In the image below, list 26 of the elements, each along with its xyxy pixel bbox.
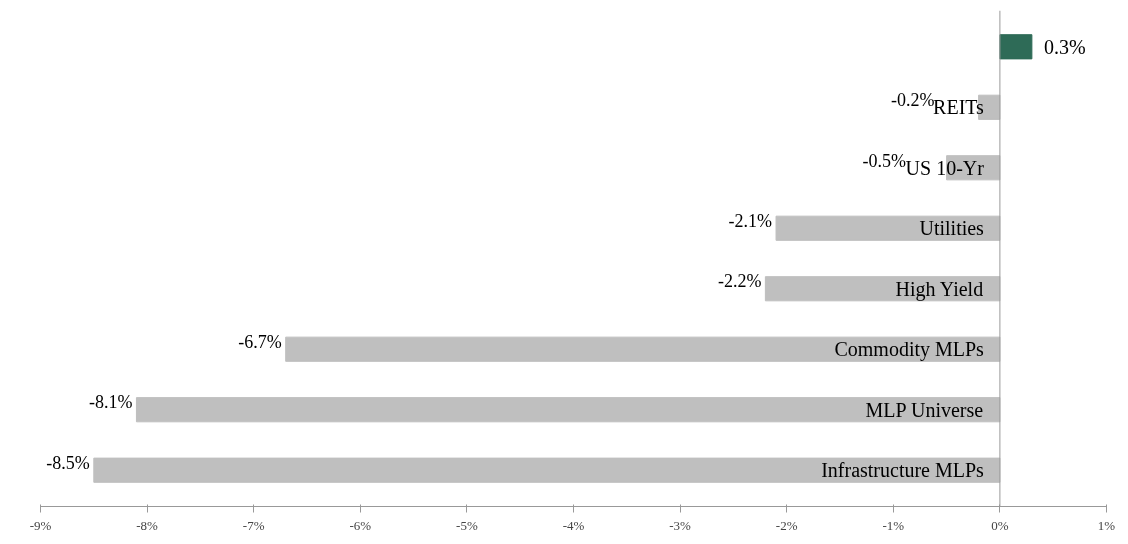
y-tick-label: Commodity MLPs [834,338,985,362]
x-tick-label: -7% [242,517,265,533]
data-label: -0.5% [862,150,906,171]
y-tick-label: Infrastructure MLPs [821,459,985,482]
x-tick-label: -9% [29,517,52,533]
x-tick-label: -2% [775,517,798,533]
x-tick-label: -4% [562,517,585,533]
data-label: -8.5% [46,452,90,473]
y-tick-label: MLP Universe [865,398,984,421]
y-tick-label: US 10-Yr [905,156,985,179]
x-tick-label: 1% [1097,517,1116,533]
y-tick-label: High Yield [895,277,984,301]
x-tick-label: 0% [991,517,1009,533]
data-label: -2.2% [717,271,762,292]
y-tick-label: Utilities [919,217,985,240]
x-tick-label: -3% [669,517,692,533]
data-label: 0.3% [1043,35,1086,58]
data-label: -2.1% [728,211,773,231]
x-tick-label: -1% [882,517,905,533]
y-tick-label: REITs [933,96,985,119]
x-tick-label: -5% [456,517,478,533]
x-tick-label: -8% [136,517,159,533]
x-tick-label: -6% [349,517,372,533]
data-label: -8.1% [88,392,133,413]
data-label: -6.7% [238,331,282,352]
data-label: -0.2% [890,90,935,111]
